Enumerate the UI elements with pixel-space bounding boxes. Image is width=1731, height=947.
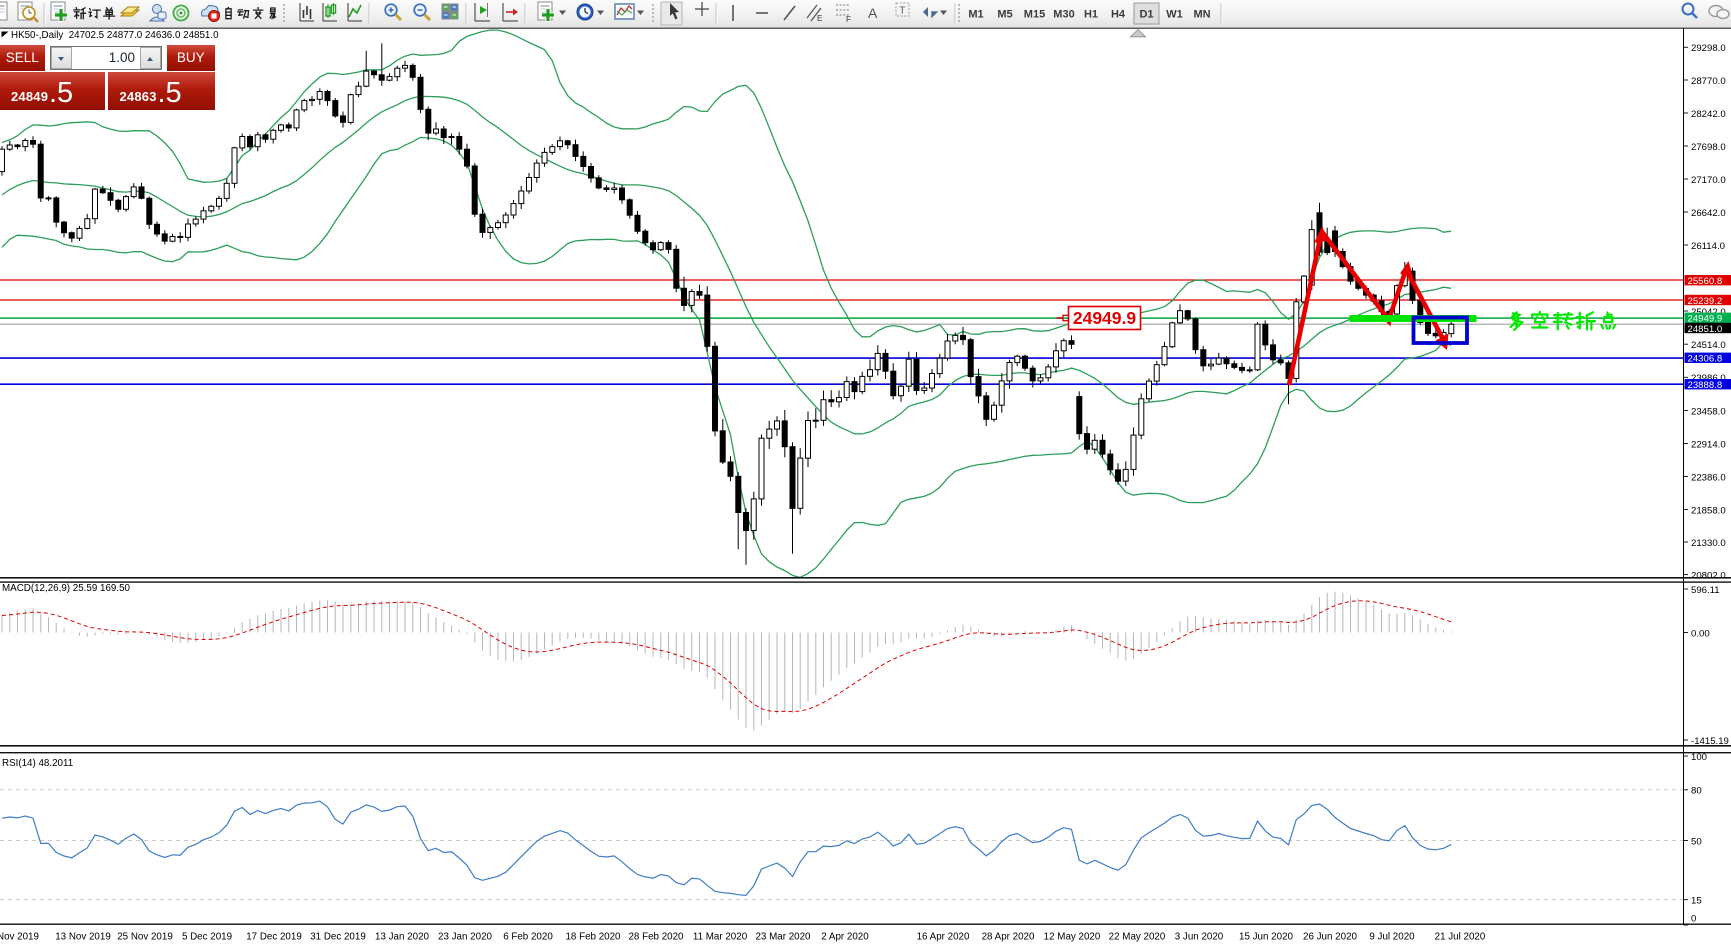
svg-text:Nov 2019: Nov 2019 (0, 932, 39, 943)
svg-text:18 Feb 2020: 18 Feb 2020 (565, 932, 621, 943)
svg-text:29298.0: 29298.0 (1691, 43, 1726, 54)
svg-text:23458.0: 23458.0 (1691, 406, 1726, 417)
svg-text:E: E (817, 14, 822, 23)
svg-text:31 Dec 2019: 31 Dec 2019 (310, 932, 366, 943)
svg-text:25 Nov 2019: 25 Nov 2019 (117, 932, 173, 943)
svg-text:H4: H4 (1111, 9, 1126, 21)
svg-text:596.11: 596.11 (1691, 585, 1720, 596)
svg-text:28 Apr 2020: 28 Apr 2020 (982, 932, 1035, 943)
svg-text:24514.0: 24514.0 (1691, 340, 1726, 351)
svg-text:50: 50 (1691, 836, 1702, 847)
svg-text:100: 100 (1691, 752, 1707, 763)
svg-text:5 Dec 2019: 5 Dec 2019 (182, 932, 232, 943)
svg-text:15: 15 (1691, 895, 1702, 906)
svg-text:0.00: 0.00 (1691, 628, 1710, 639)
svg-text:H1: H1 (1084, 9, 1098, 21)
svg-text:24949.9: 24949.9 (1688, 314, 1723, 325)
svg-text:T: T (899, 6, 905, 17)
svg-text:F: F (846, 15, 851, 24)
svg-text:M15: M15 (1024, 9, 1045, 21)
svg-text:25560.8: 25560.8 (1688, 276, 1723, 287)
svg-text:M1: M1 (968, 9, 983, 21)
svg-text:6 Feb 2020: 6 Feb 2020 (503, 932, 553, 943)
svg-text:11 Mar 2020: 11 Mar 2020 (693, 932, 748, 943)
svg-text:21858.0: 21858.0 (1691, 505, 1726, 516)
svg-text:25042.0: 25042.0 (1691, 307, 1726, 318)
svg-text:28242.0: 28242.0 (1691, 109, 1726, 120)
svg-text:A: A (868, 5, 878, 21)
svg-text:22914.0: 22914.0 (1691, 439, 1726, 450)
svg-text:12 May 2020: 12 May 2020 (1044, 932, 1101, 943)
svg-text:M30: M30 (1053, 9, 1074, 21)
svg-text:-1415.19: -1415.19 (1691, 736, 1729, 747)
svg-text:3 Jun 2020: 3 Jun 2020 (1175, 932, 1224, 943)
svg-text:26114.0: 26114.0 (1691, 241, 1725, 252)
svg-text:HK50-,Daily 24702.5 24877.0 2: HK50-,Daily 24702.5 24877.0 24636.0 2485… (11, 30, 219, 41)
svg-text:24306.8: 24306.8 (1688, 354, 1723, 365)
svg-text:17 Dec 2019: 17 Dec 2019 (246, 932, 302, 943)
svg-text:2 Apr 2020: 2 Apr 2020 (821, 932, 869, 943)
svg-text:25239.2: 25239.2 (1688, 296, 1723, 307)
svg-text:MACD(12,26,9) 25.59 169.50: MACD(12,26,9) 25.59 169.50 (2, 583, 131, 594)
svg-text:M5: M5 (997, 9, 1012, 21)
svg-text:28 Feb 2020: 28 Feb 2020 (628, 932, 684, 943)
svg-text:15 Jun 2020: 15 Jun 2020 (1239, 932, 1293, 943)
svg-text:22 May 2020: 22 May 2020 (1109, 932, 1166, 943)
svg-text:24851.0: 24851.0 (1688, 324, 1723, 335)
svg-text:16 Apr 2020: 16 Apr 2020 (917, 932, 970, 943)
svg-text:23 Mar 2020: 23 Mar 2020 (755, 932, 811, 943)
svg-text:27698.0: 27698.0 (1691, 142, 1726, 153)
svg-text:21 Jul 2020: 21 Jul 2020 (1435, 932, 1486, 943)
svg-text:28770.0: 28770.0 (1691, 76, 1726, 87)
svg-text:26 Jun 2020: 26 Jun 2020 (1303, 932, 1357, 943)
svg-text:13 Nov 2019: 13 Nov 2019 (55, 932, 111, 943)
svg-text:23888.8: 23888.8 (1688, 380, 1723, 391)
svg-text:21330.0: 21330.0 (1691, 538, 1726, 549)
svg-text:9 Jul 2020: 9 Jul 2020 (1369, 932, 1415, 943)
svg-text:80: 80 (1691, 786, 1702, 797)
svg-text:22386.0: 22386.0 (1691, 472, 1726, 483)
svg-text:MN: MN (1193, 9, 1210, 21)
svg-text:RSI(14) 48.2011: RSI(14) 48.2011 (2, 758, 73, 769)
svg-text:20802.0: 20802.0 (1691, 570, 1726, 581)
svg-text:0: 0 (1691, 914, 1696, 925)
svg-text:26642.0: 26642.0 (1691, 208, 1726, 219)
svg-text:27170.0: 27170.0 (1691, 175, 1726, 186)
svg-text:23 Jan 2020: 23 Jan 2020 (438, 932, 492, 943)
svg-text:D1: D1 (1139, 9, 1153, 21)
svg-text:W1: W1 (1166, 9, 1183, 21)
svg-text:23986.0: 23986.0 (1691, 373, 1726, 384)
svg-text:24949.9: 24949.9 (1073, 308, 1137, 328)
svg-text:13 Jan 2020: 13 Jan 2020 (375, 932, 429, 943)
